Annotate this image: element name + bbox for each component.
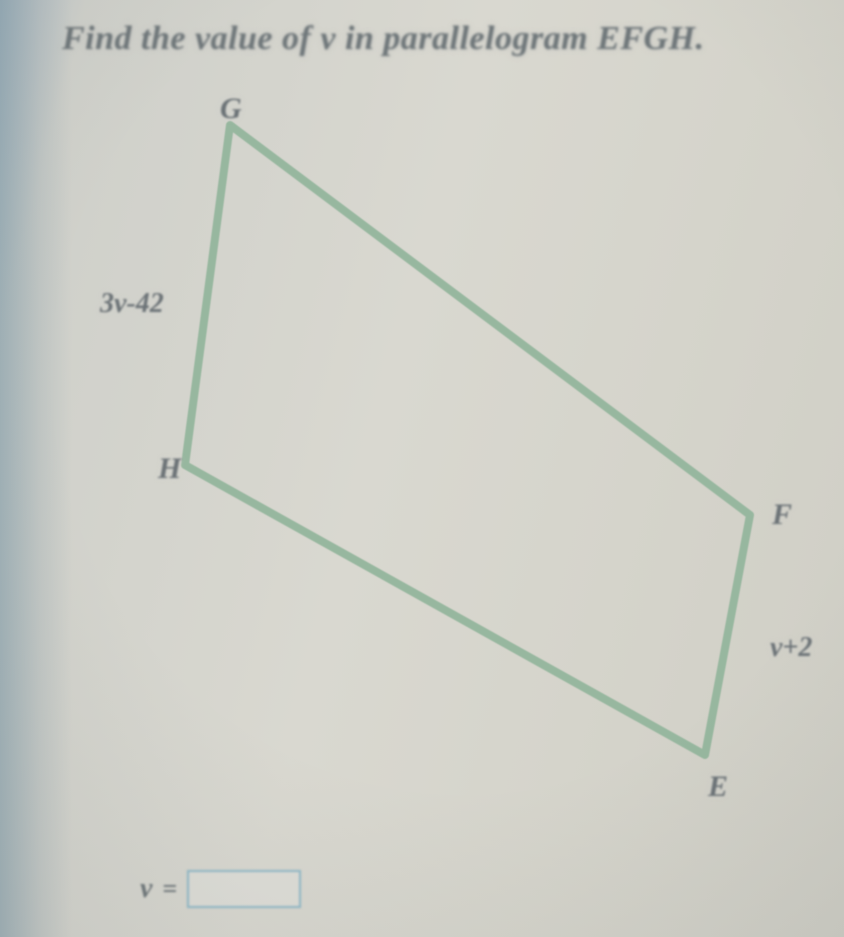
prompt-after: . (696, 20, 705, 57)
page-left-shadow (0, 0, 72, 937)
parallelogram-outline (185, 125, 750, 755)
vertex-label-g: G (220, 92, 242, 126)
side-expression-gh: 3v-42 (100, 288, 164, 320)
parallelogram-figure (90, 95, 800, 815)
answer-row: v = (140, 870, 301, 908)
prompt-before: Find the value of (62, 20, 320, 57)
answer-equals: = (162, 874, 177, 904)
side-expression-fe: v+2 (770, 632, 812, 664)
prompt-mid: in parallelogram (336, 20, 597, 57)
prompt-shape-name: EFGH (597, 20, 695, 57)
vertex-label-h: H (158, 452, 181, 486)
vertex-label-e: E (708, 770, 728, 804)
prompt-variable: v (320, 20, 336, 57)
question-prompt: Find the value of v in parallelogram EFG… (62, 20, 705, 58)
answer-variable: v (140, 873, 152, 905)
vertex-label-f: F (772, 498, 792, 532)
answer-input-box[interactable] (187, 870, 301, 908)
worksheet-page: Find the value of v in parallelogram EFG… (0, 0, 844, 937)
